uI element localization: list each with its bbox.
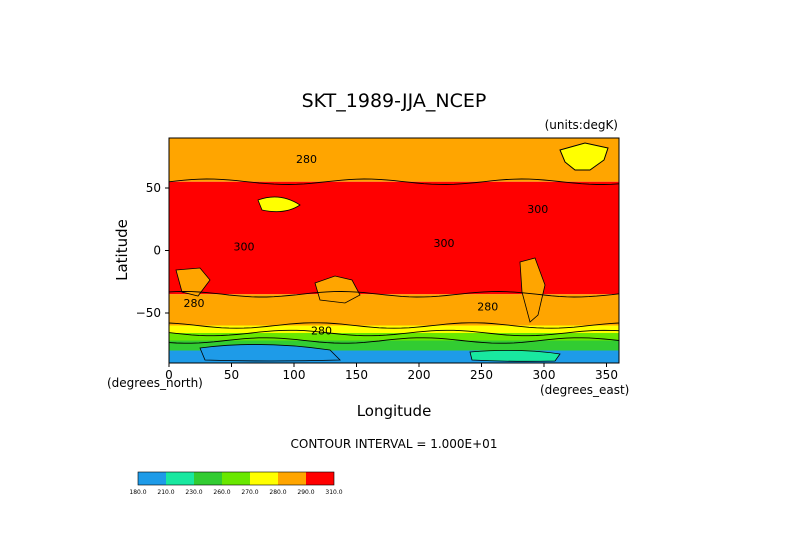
contour-south [168,291,620,298]
legend-label-6: 290.0 [297,489,314,496]
legend-label-2: 230.0 [185,489,202,496]
antarctic-cold-patch [199,344,341,362]
legend-label-0: 180.0 [129,489,146,496]
africa-patch [175,267,211,297]
legend-swatch-0 [138,472,166,485]
legend-swatch-3 [222,472,250,485]
x-tick-label-6: 300 [533,368,556,382]
contour-label-5: 280 [477,301,498,314]
legend-swatch-5 [278,472,306,485]
contour-label-3: 300 [234,241,255,254]
contour-labels: 280 300 300 300 280 280 280 [184,153,549,337]
x-tick-label-0: 0 [165,368,173,382]
temperature-zone-0 [169,138,619,182]
legend-swatch-4 [250,472,278,485]
x-axis-ticks: 0 50 100 150 200 250 300 350 [165,363,618,382]
temperature-zone-4 [169,333,619,341]
antarctic-cool-patch [469,350,561,362]
temperature-zone-2 [169,294,619,326]
y-tick-label-2: −50 [136,306,161,320]
south-america-patch [519,257,546,323]
contour-66s [168,329,620,337]
contour-label-1: 300 [527,203,548,216]
color-legend: 180.0 210.0 230.0 260.0 270.0 280.0 290.0 310.0 [129,471,343,496]
legend-frame [137,471,335,486]
y-unit-note: (degrees_north) [107,376,203,390]
legend-label-4: 270.0 [241,489,258,496]
contour-label-0: 280 [296,153,317,166]
x-tick-label-4: 200 [408,368,431,382]
contour-label-4: 280 [184,297,205,310]
contour-72s [168,337,620,344]
x-tick-label-1: 50 [224,368,239,382]
legend-label-3: 260.0 [213,489,230,496]
legend-swatch-6 [306,472,334,485]
contour-60s [168,322,620,329]
australia-patch [314,275,361,304]
x-tick-label-7: 350 [595,368,618,382]
temperature-zone-1 [169,181,619,295]
contour-interval-note: CONTOUR INTERVAL = 1.000E+01 [291,437,498,451]
legend-swatch-2 [194,472,222,485]
chart-title: SKT_1989-JJA_NCEP [302,90,487,112]
x-tick-label-2: 100 [283,368,306,382]
temperature-zone-5 [169,340,619,351]
x-unit-note: (degrees_east) [540,383,629,397]
map-plot-area [168,138,620,363]
contour-label-2: 300 [434,237,455,250]
y-axis-ticks: 50 0 −50 [136,181,169,320]
contour-label-6: 280 [311,324,332,337]
legend-swatch-1 [166,472,194,485]
units-note: (units:degK) [545,118,618,132]
contour-north [168,178,620,185]
y-tick-label-1: 0 [153,244,161,258]
x-tick-label-5: 250 [470,368,493,382]
y-tick-label-0: 50 [146,181,161,195]
temperature-zone-3 [169,325,619,333]
tibet-patch [257,196,301,213]
y-axis-label: Latitude [113,219,131,281]
x-tick-label-3: 150 [345,368,368,382]
greenland-patch [559,142,609,171]
legend-label-5: 280.0 [269,489,286,496]
legend-label-1: 210.0 [157,489,174,496]
legend-label-7: 310.0 [325,489,342,496]
x-axis-label: Longitude [357,402,432,420]
